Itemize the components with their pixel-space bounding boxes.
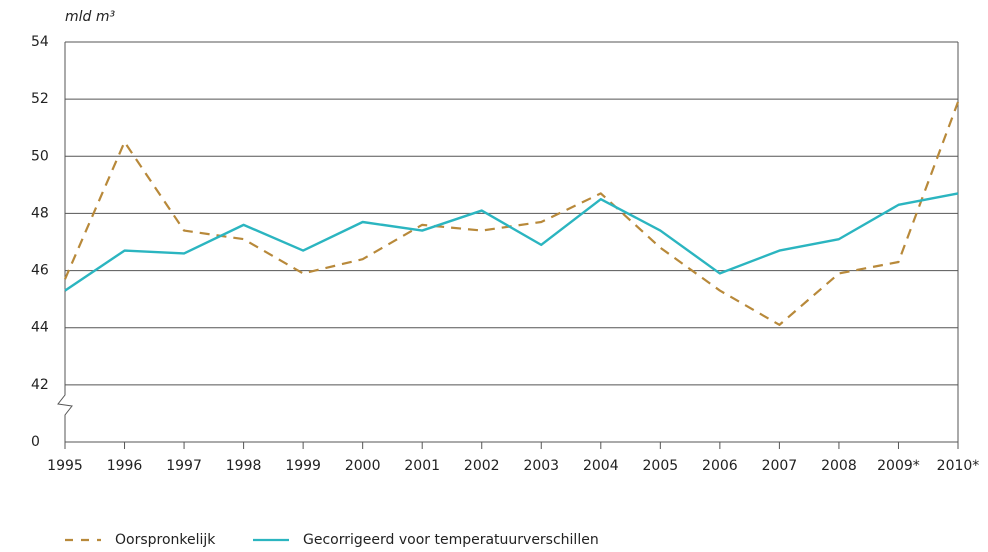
x-tick-label: 1996 xyxy=(107,458,143,474)
x-tick-label: 2002 xyxy=(464,458,500,474)
x-tick-label: 2008 xyxy=(821,458,857,474)
x-tick-label: 2004 xyxy=(583,458,619,474)
x-tick-label: 2005 xyxy=(643,458,679,474)
x-tick-label: 1999 xyxy=(285,458,321,474)
x-tick-label: 2000 xyxy=(345,458,381,474)
x-tick-label: 2009* xyxy=(877,458,920,474)
x-tick-label: 2003 xyxy=(523,458,559,474)
series-line xyxy=(64,192,959,292)
x-tick-label: 2006 xyxy=(702,458,738,474)
x-tick-label: 1998 xyxy=(226,458,262,474)
y-tick-label: 42 xyxy=(31,377,49,393)
y-tick-label: 46 xyxy=(31,263,49,279)
legend-label: Oorspronkelijk xyxy=(115,532,216,548)
y-tick-label: 48 xyxy=(31,205,49,221)
y-tick-label: 52 xyxy=(31,91,49,107)
series-line xyxy=(63,101,960,326)
y-tick-label: 44 xyxy=(31,320,49,336)
y-tick-label: 54 xyxy=(31,34,49,50)
x-tick-label: 2010* xyxy=(937,458,980,474)
x-tick-label: 1997 xyxy=(166,458,202,474)
x-tick-label: 2001 xyxy=(404,458,440,474)
y-tick-label: 0 xyxy=(31,434,40,450)
y-axis-break xyxy=(57,42,73,442)
x-tick-label: 1995 xyxy=(47,458,83,474)
y-axis-label: mld m³ xyxy=(65,9,116,25)
x-tick-label: 2007 xyxy=(762,458,798,474)
y-tick-label: 50 xyxy=(31,148,49,164)
legend-label: Gecorrigeerd voor temperatuurverschillen xyxy=(303,532,599,548)
